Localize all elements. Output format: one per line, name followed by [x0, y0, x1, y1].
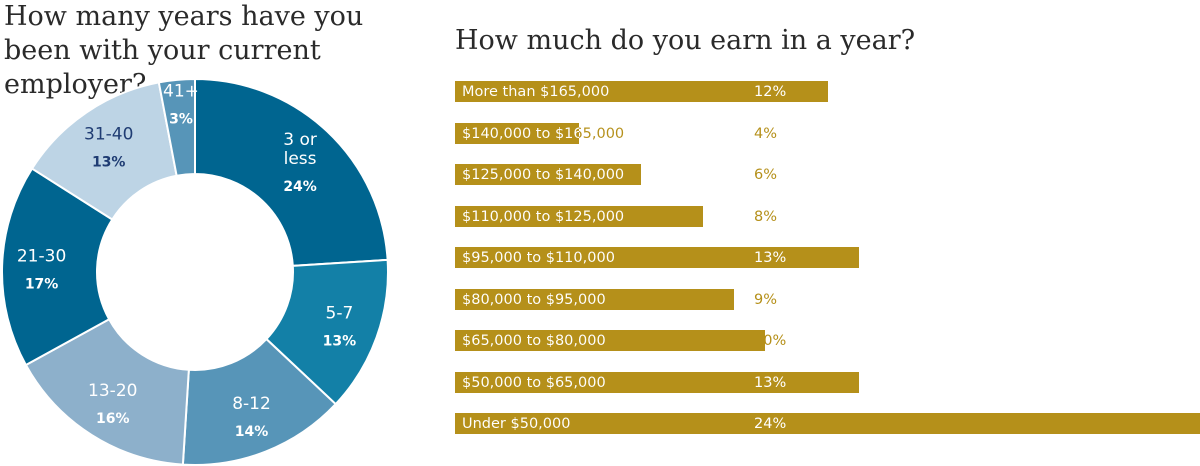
donut-slice-value: 24%: [283, 179, 317, 195]
bar-chart-title: How much do you earn in a year?: [455, 25, 916, 56]
bar: [455, 413, 1200, 434]
bar: [455, 206, 703, 227]
bar-value-label: 6%: [754, 167, 778, 183]
bar-category-label: $125,000 to $140,000: [462, 167, 625, 183]
donut-chart-title: How many years have you been with your c…: [4, 1, 364, 100]
bar: [455, 123, 579, 144]
bar-value-label: 9%: [754, 292, 778, 308]
bar: [455, 81, 828, 102]
donut-slice-label: 31-40: [84, 125, 133, 145]
donut-slice-value: 17%: [25, 277, 59, 293]
bar-category-label: $50,000 to $65,000: [462, 375, 606, 391]
bar: [455, 247, 859, 268]
bar-category-label: $65,000 to $80,000: [462, 333, 606, 349]
donut-slice-value: 13%: [92, 155, 126, 171]
donut-slice-value: 13%: [323, 333, 357, 349]
donut-slice-label: less: [284, 149, 317, 169]
donut-slice-value: 16%: [96, 411, 130, 427]
donut-slice-label: 13-20: [88, 381, 137, 401]
donut-slice: [1, 167, 114, 367]
bar-value-label: 13%: [754, 250, 787, 266]
bar-value-label: 10%: [754, 333, 787, 349]
bar-value-label: 12%: [754, 84, 787, 100]
bar-category-label: Under $50,000: [462, 416, 571, 432]
bar: [455, 289, 734, 310]
bar-category-label: $110,000 to $125,000: [462, 209, 625, 225]
donut-slice-label: 8-12: [232, 394, 271, 414]
bar-category-label: $95,000 to $110,000: [462, 250, 615, 266]
bar: [455, 330, 765, 351]
bar-category-label: More than $165,000: [462, 84, 610, 100]
donut-slice-value: 3%: [169, 112, 193, 128]
bar-value-label: 24%: [754, 416, 787, 432]
donut-slice: [157, 77, 196, 177]
donut-slice: [194, 77, 389, 267]
donut-slice-label: 5-7: [326, 303, 354, 323]
bar-value-label: 13%: [754, 375, 787, 391]
donut-slice-label: 3 or: [283, 130, 317, 150]
donut-slice-label: 21-30: [17, 247, 66, 267]
donut-slice-value: 14%: [235, 424, 269, 440]
bar-value-label: 4%: [754, 126, 778, 142]
bar: [455, 164, 641, 185]
bar-value-label: 8%: [754, 209, 778, 225]
bar-category-label: $140,000 to $165,000: [462, 126, 625, 142]
donut-slice: [24, 317, 190, 466]
bar-category-label: $80,000 to $95,000: [462, 292, 606, 308]
donut-slice-label: 41+: [163, 82, 199, 102]
bar: [455, 372, 859, 393]
